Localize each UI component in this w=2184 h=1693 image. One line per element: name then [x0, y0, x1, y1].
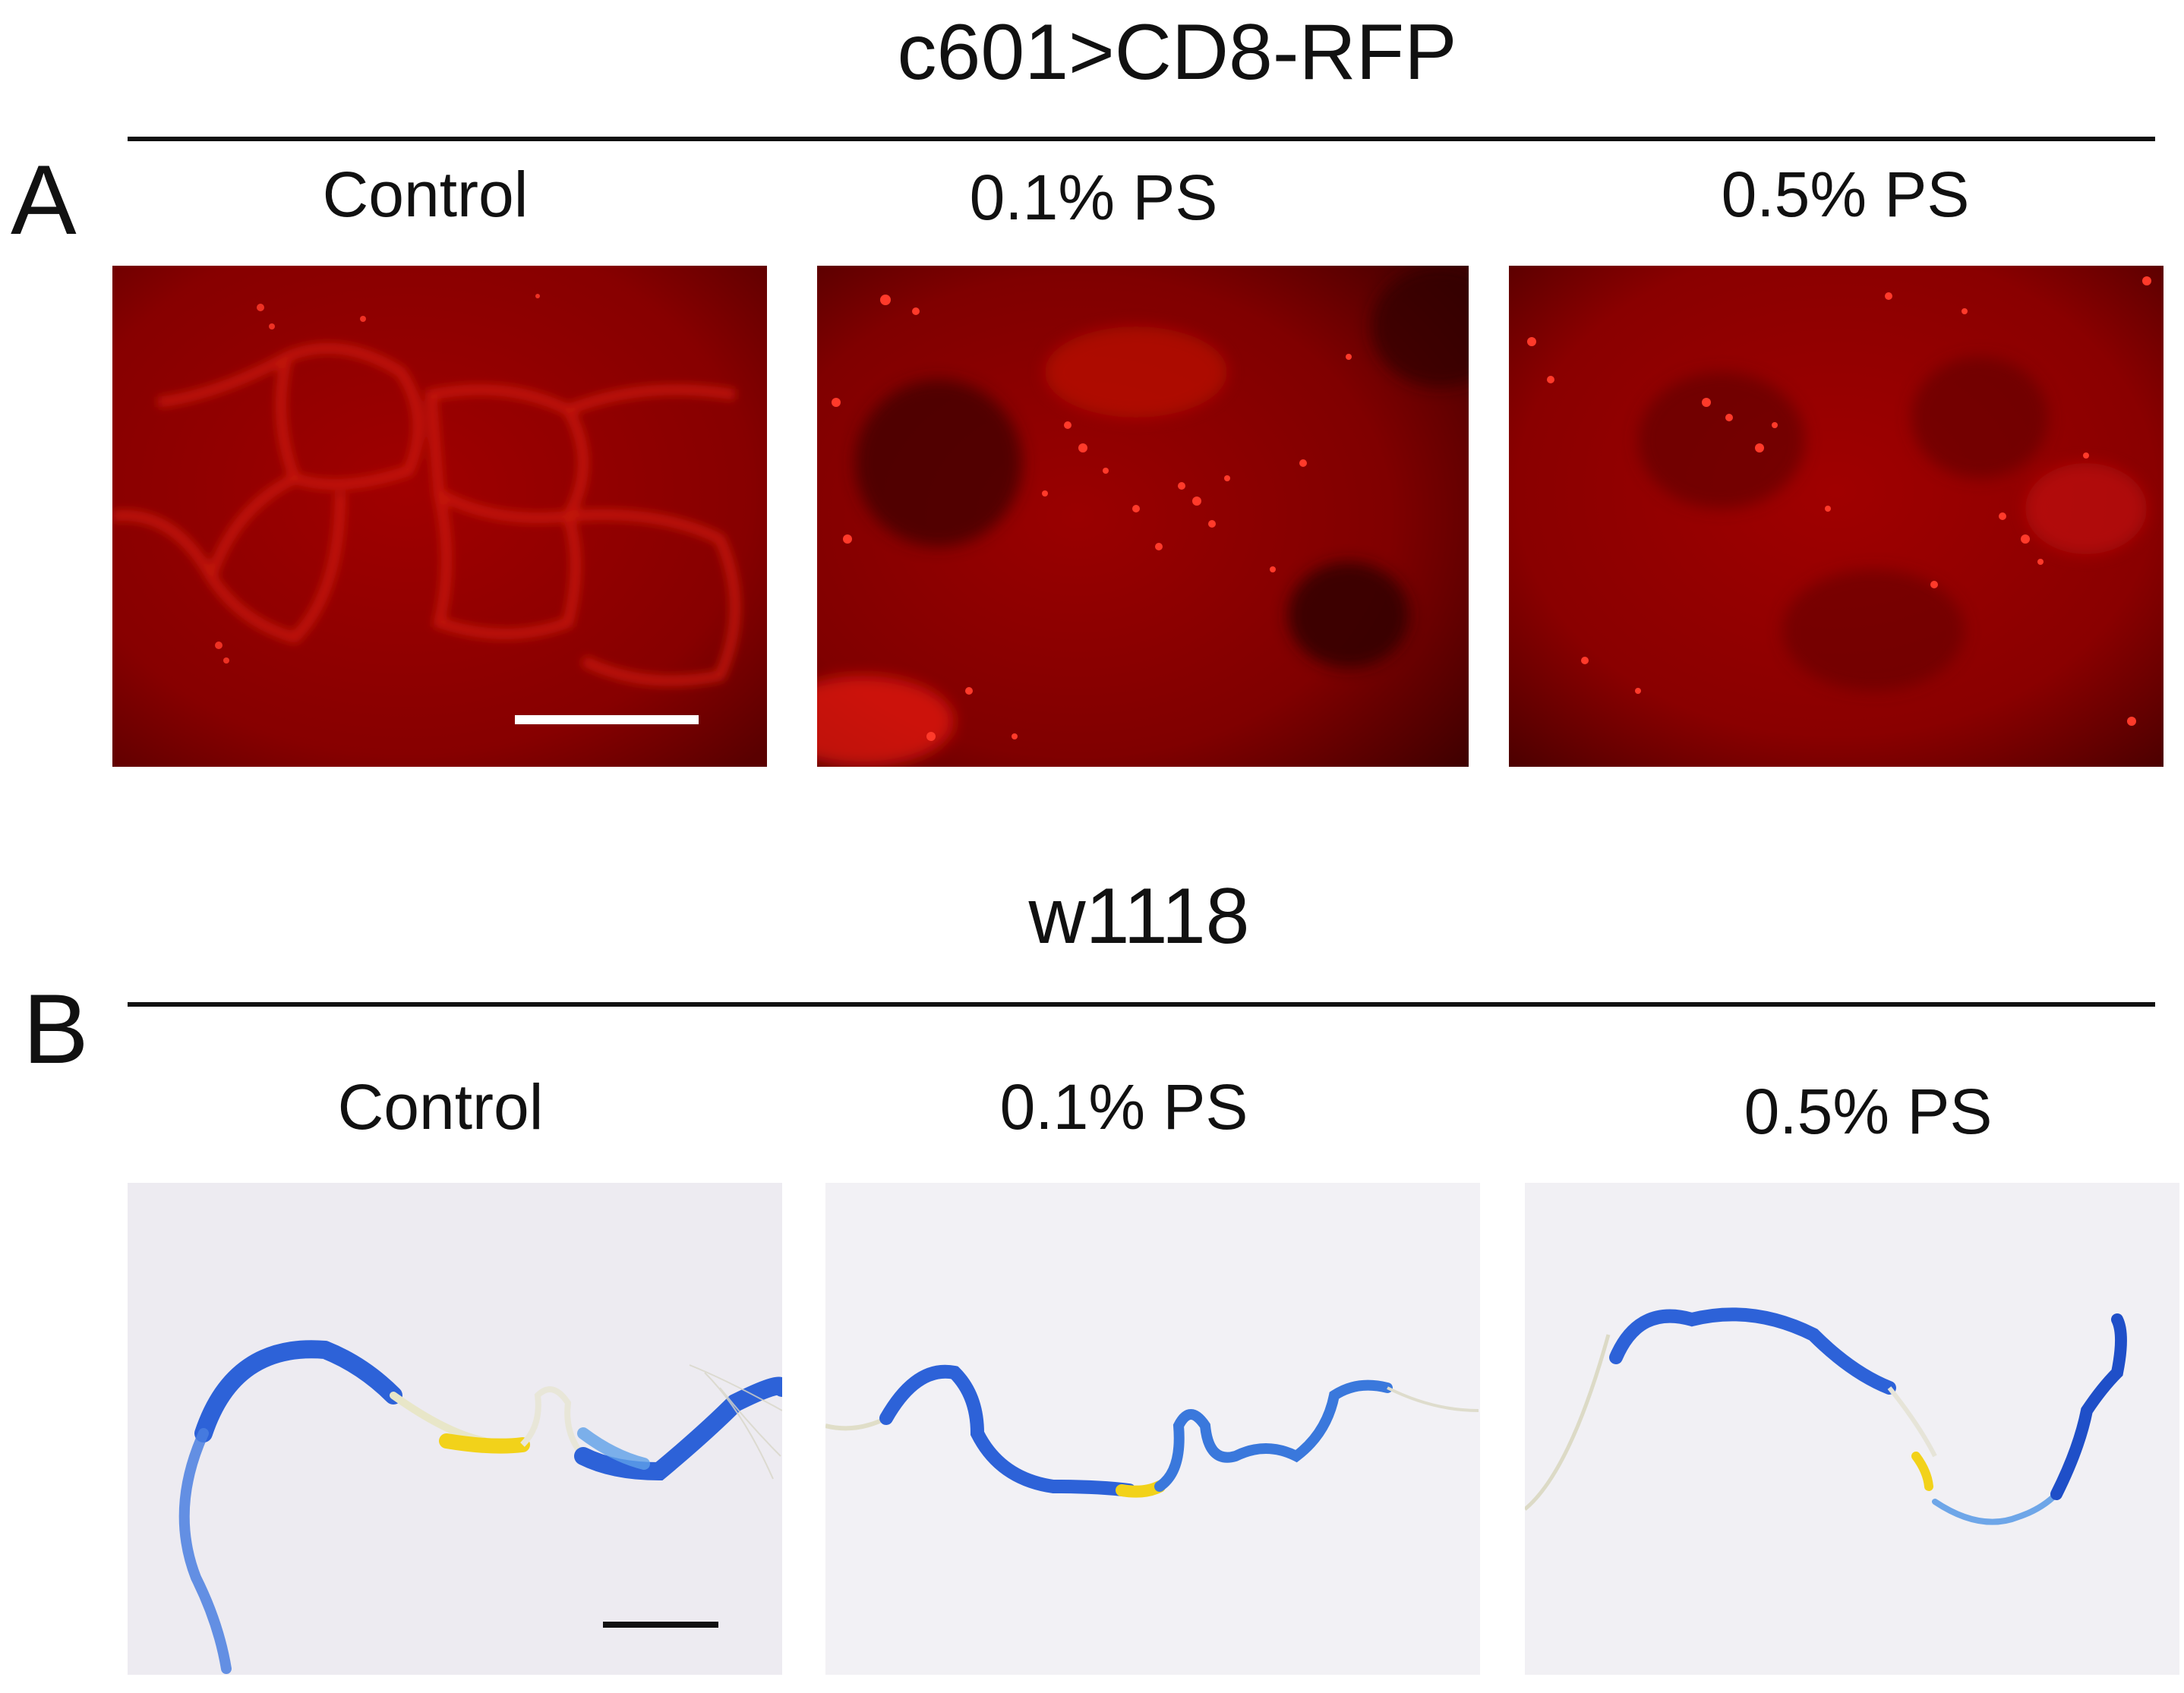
- section-b-title: w1118: [1028, 872, 1250, 960]
- section-b-label-05ps: 0.5% PS: [1744, 1076, 1993, 1147]
- section-b-letter: B: [23, 973, 89, 1084]
- scale-bar-b: [603, 1622, 718, 1628]
- fluorescence-panel-05ps: [1509, 266, 2163, 767]
- brightfield-panel-01ps: [825, 1183, 1480, 1675]
- section-a-letter: A: [11, 144, 77, 255]
- fluorescence-panel-01ps: [817, 266, 1469, 767]
- section-a-label-05ps: 0.5% PS: [1721, 159, 1970, 230]
- brightfield-panel-05ps: [1525, 1183, 2179, 1675]
- section-a-label-control: Control: [322, 159, 529, 230]
- brightfield-panel-control: [128, 1183, 782, 1675]
- section-a-divider: [128, 137, 2155, 141]
- section-a-label-01ps: 0.1% PS: [969, 162, 1218, 233]
- scale-bar-a: [515, 715, 699, 724]
- section-b-label-control: Control: [337, 1071, 544, 1143]
- section-a-title: c601>CD8-RFP: [897, 8, 1457, 96]
- section-b-label-01ps: 0.1% PS: [999, 1071, 1248, 1143]
- section-b-divider: [128, 1002, 2155, 1007]
- fluorescence-panel-control: [112, 266, 767, 767]
